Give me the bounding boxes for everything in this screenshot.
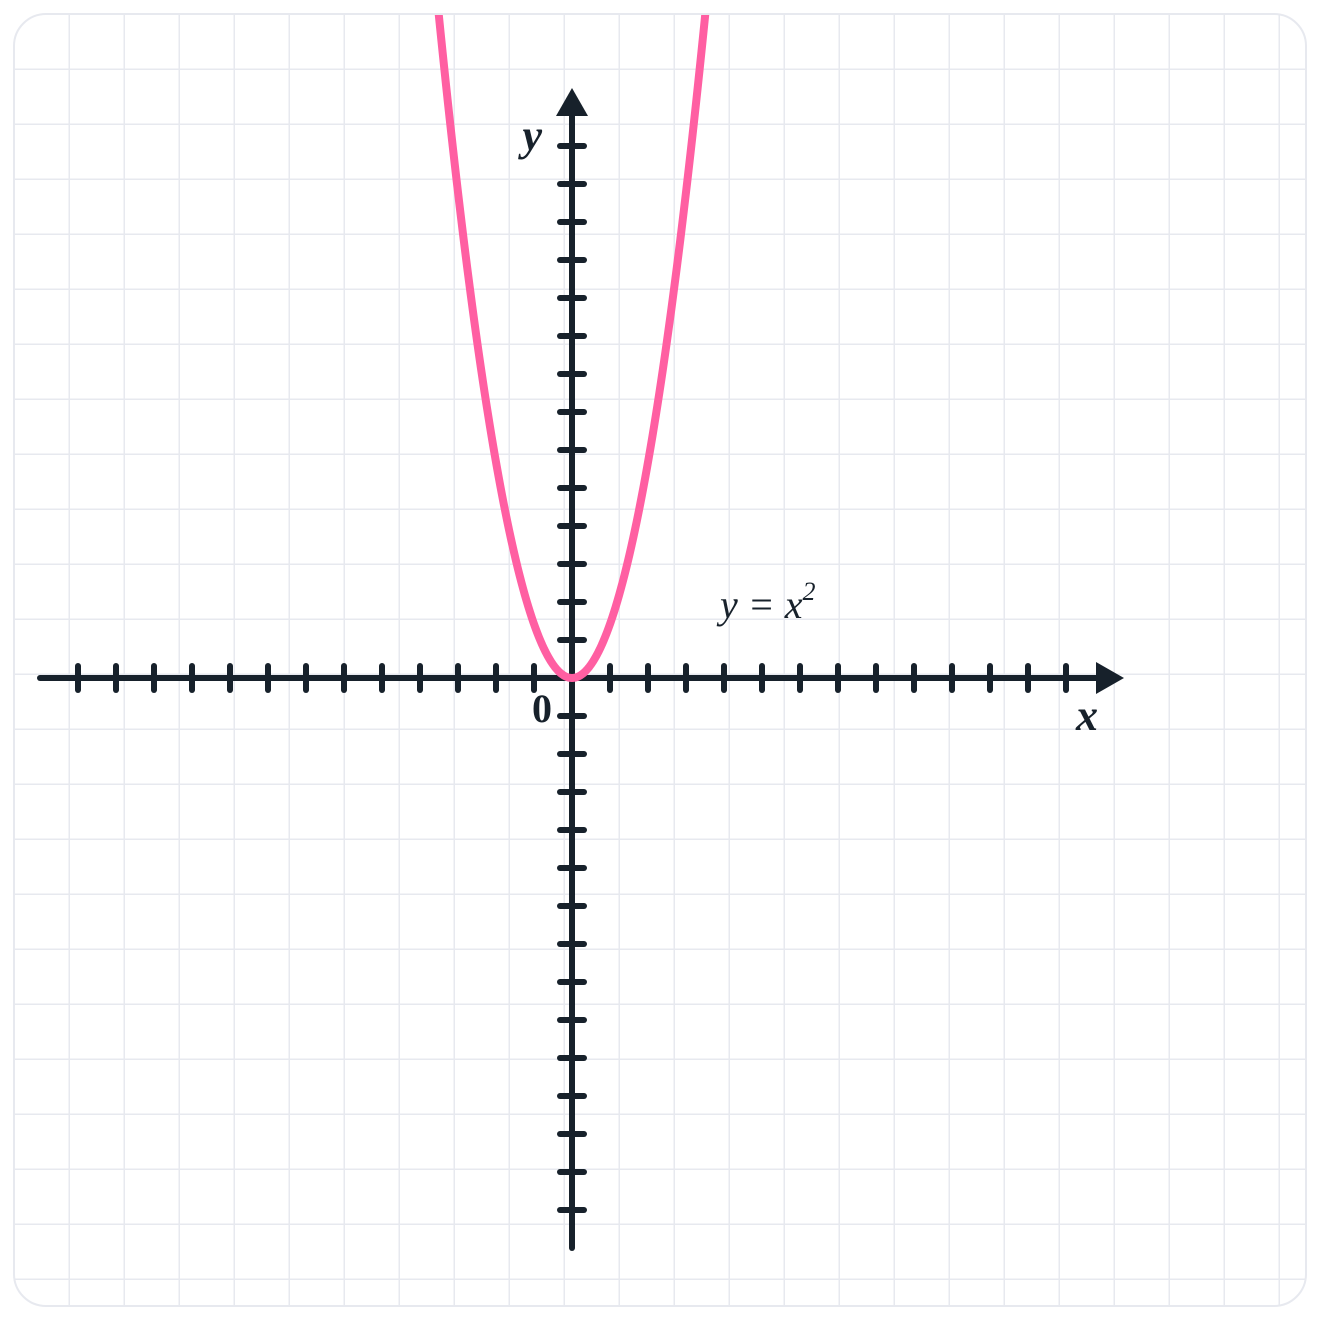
- equation-label: y = x2: [716, 577, 816, 627]
- card: yx0y = x2: [14, 0, 1306, 1306]
- x-axis-label: x: [1075, 691, 1098, 740]
- chart-svg: yx0y = x2: [0, 0, 1320, 1320]
- origin-label: 0: [532, 686, 552, 731]
- page: yx0y = x2: [0, 0, 1320, 1320]
